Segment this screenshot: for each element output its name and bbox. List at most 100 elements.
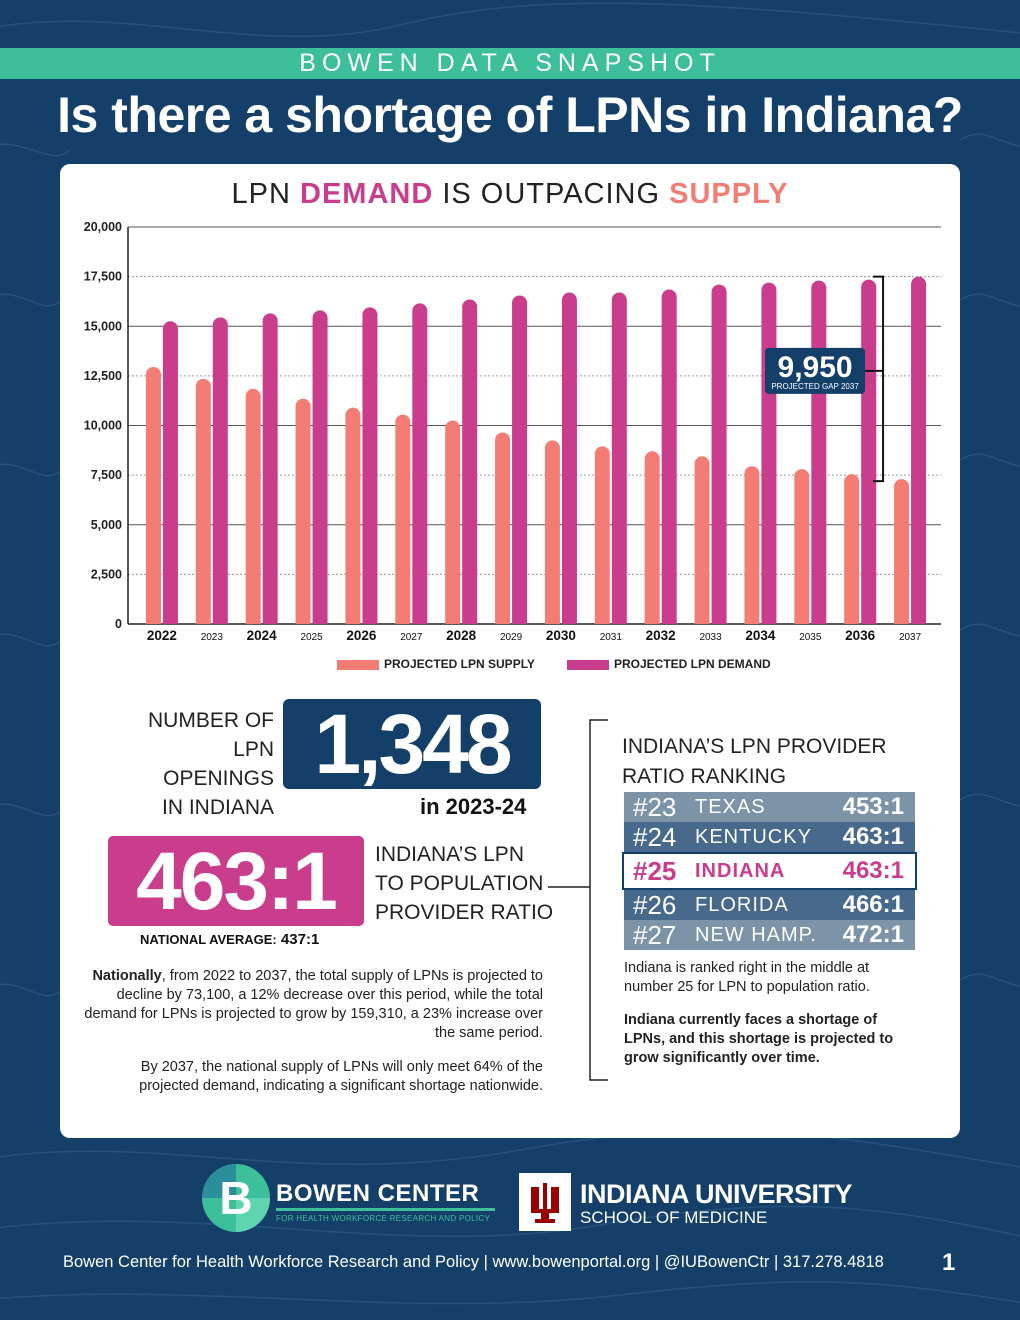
x-tick-label: 2035 — [799, 632, 822, 643]
x-tick-label: 2032 — [646, 628, 676, 643]
ranking-title: INDIANA’S LPN PROVIDER RATIO RANKING — [622, 735, 887, 788]
rank-state: INDIANA — [695, 860, 786, 882]
paragraph-2037: By 2037, the national supply of LPNs wil… — [139, 1059, 543, 1094]
x-tick-label: 2025 — [300, 632, 323, 643]
x-tick-label: 2031 — [600, 632, 623, 643]
x-tick-label: 2036 — [845, 628, 876, 643]
supply-bar — [295, 398, 311, 624]
y-tick-label: 2,500 — [91, 567, 122, 581]
demand-bar — [761, 282, 777, 624]
x-tick-label: 2023 — [201, 632, 224, 643]
demand-bar — [412, 303, 428, 624]
supply-bar — [744, 466, 760, 624]
bowen-logo-letter: B — [219, 1172, 252, 1224]
y-tick-label: 15,000 — [84, 319, 122, 333]
supply-bar — [894, 479, 910, 624]
x-tick-label: 2037 — [899, 632, 922, 643]
y-tick-label: 20,000 — [84, 220, 122, 234]
rank-state: FLORIDA — [695, 894, 789, 916]
y-tick-label: 17,500 — [84, 270, 122, 284]
iu-trident-icon — [519, 1173, 571, 1231]
bowen-logo-name: BOWEN CENTER — [276, 1180, 480, 1207]
demand-bar — [362, 307, 378, 624]
openings-label: NUMBER OF LPN OPENINGS IN INDIANA — [148, 709, 274, 819]
banner: BOWEN DATA SNAPSHOT — [0, 48, 1020, 79]
x-tick-label: 2022 — [147, 628, 177, 643]
ranking-row: #27 NEW HAMP. 472:1 — [624, 920, 915, 950]
rank-number: #23 — [633, 792, 677, 822]
iu-logo-subtitle: SCHOOL OF MEDICINE — [580, 1208, 768, 1227]
iu-logo-name: INDIANA UNIVERSITY — [580, 1179, 853, 1209]
ratio-value: 463:1 — [108, 836, 364, 927]
y-tick-label: 12,500 — [84, 369, 122, 383]
rank-ratio: 472:1 — [842, 921, 904, 948]
supply-bar — [844, 474, 860, 624]
demand-bar — [512, 295, 528, 624]
rank-number: #26 — [633, 890, 677, 920]
demand-bar — [162, 321, 178, 624]
demand-bar — [711, 284, 727, 624]
rank-state: TEXAS — [695, 796, 766, 818]
supply-bar — [594, 446, 610, 624]
bowen-logo-icon: B — [202, 1164, 270, 1232]
rank-number: #24 — [633, 822, 677, 852]
page-title: Is there a shortage of LPNs in Indiana? — [57, 87, 963, 143]
x-tick-label: 2028 — [446, 628, 477, 643]
legend-demand: PROJECTED LPN DEMAND — [567, 657, 771, 671]
x-tick-label: 2024 — [247, 628, 278, 643]
rank-number: #25 — [633, 856, 677, 886]
bowen-logo-rule — [276, 1208, 495, 1211]
rank-ratio: 453:1 — [842, 793, 904, 820]
y-tick-label: 10,000 — [84, 419, 122, 433]
demand-bar — [212, 317, 228, 624]
x-tick-label: 2029 — [500, 632, 523, 643]
chart-title: LPN DEMAND IS OUTPACING SUPPLY — [231, 178, 789, 210]
demand-bar — [462, 299, 478, 624]
ranking-conclusion: Indiana currently faces a shortage of LP… — [624, 1012, 894, 1066]
x-tick-label: 2033 — [699, 632, 722, 643]
national-average: NATIONAL AVERAGE: 437:1 — [140, 931, 320, 948]
gap-value: 9,950 — [778, 351, 853, 384]
supply-bar — [794, 469, 810, 624]
demand-bar — [811, 280, 827, 624]
supply-bar — [495, 432, 511, 624]
rank-number: #27 — [633, 920, 677, 950]
x-tick-label: 2030 — [546, 628, 576, 643]
demand-bar — [911, 276, 927, 624]
demand-bar — [611, 292, 627, 624]
legend-supply: PROJECTED LPN SUPPLY — [337, 657, 535, 671]
ranking-row-indiana: #25 INDIANA 463:1 — [622, 852, 917, 890]
supply-bar — [345, 407, 361, 624]
openings-value: 1,348 — [283, 699, 541, 789]
gap-callout — [765, 347, 866, 394]
legend-swatch-demand — [567, 659, 609, 670]
rank-ratio: 463:1 — [842, 857, 904, 884]
y-tick-label: 5,000 — [91, 518, 122, 532]
demand-bar — [861, 279, 877, 624]
gap-bracket — [873, 275, 885, 483]
gap-label: PROJECTED GAP 2037 — [771, 382, 859, 391]
y-tick-label: 0 — [115, 617, 122, 631]
ratio-label: INDIANA’S LPN TO POPULATION PROVIDER RATIO — [375, 843, 554, 924]
bar-chart: 0 2,500 5,000 7,500 10,000 12,500 15,000 17,500… — [84, 220, 941, 643]
supply-bar — [195, 378, 211, 624]
x-tick-label: 2034 — [745, 628, 776, 643]
bowen-logo-subtitle: FOR HEALTH WORKFORCE RESEARCH AND POLICY — [276, 1214, 491, 1223]
rank-ratio: 466:1 — [842, 891, 904, 918]
openings-period: in 2023-24 — [420, 794, 527, 819]
rank-state: KENTUCKY — [695, 826, 812, 848]
rank-state: NEW HAMP. — [695, 924, 817, 946]
supply-bar — [694, 456, 710, 624]
supply-bar — [395, 414, 411, 624]
paragraph-national: Nationally, from 2022 to 2037, the total… — [84, 968, 543, 1041]
supply-bar — [644, 451, 660, 624]
demand-bar — [312, 310, 328, 624]
demand-bar — [561, 292, 577, 624]
demand-bar — [262, 313, 278, 624]
x-tick-label: 2026 — [346, 628, 377, 643]
y-tick-label: 7,500 — [91, 468, 122, 482]
page-number: 1 — [942, 1249, 956, 1276]
supply-bar — [445, 420, 461, 624]
rank-ratio: 463:1 — [842, 823, 904, 850]
